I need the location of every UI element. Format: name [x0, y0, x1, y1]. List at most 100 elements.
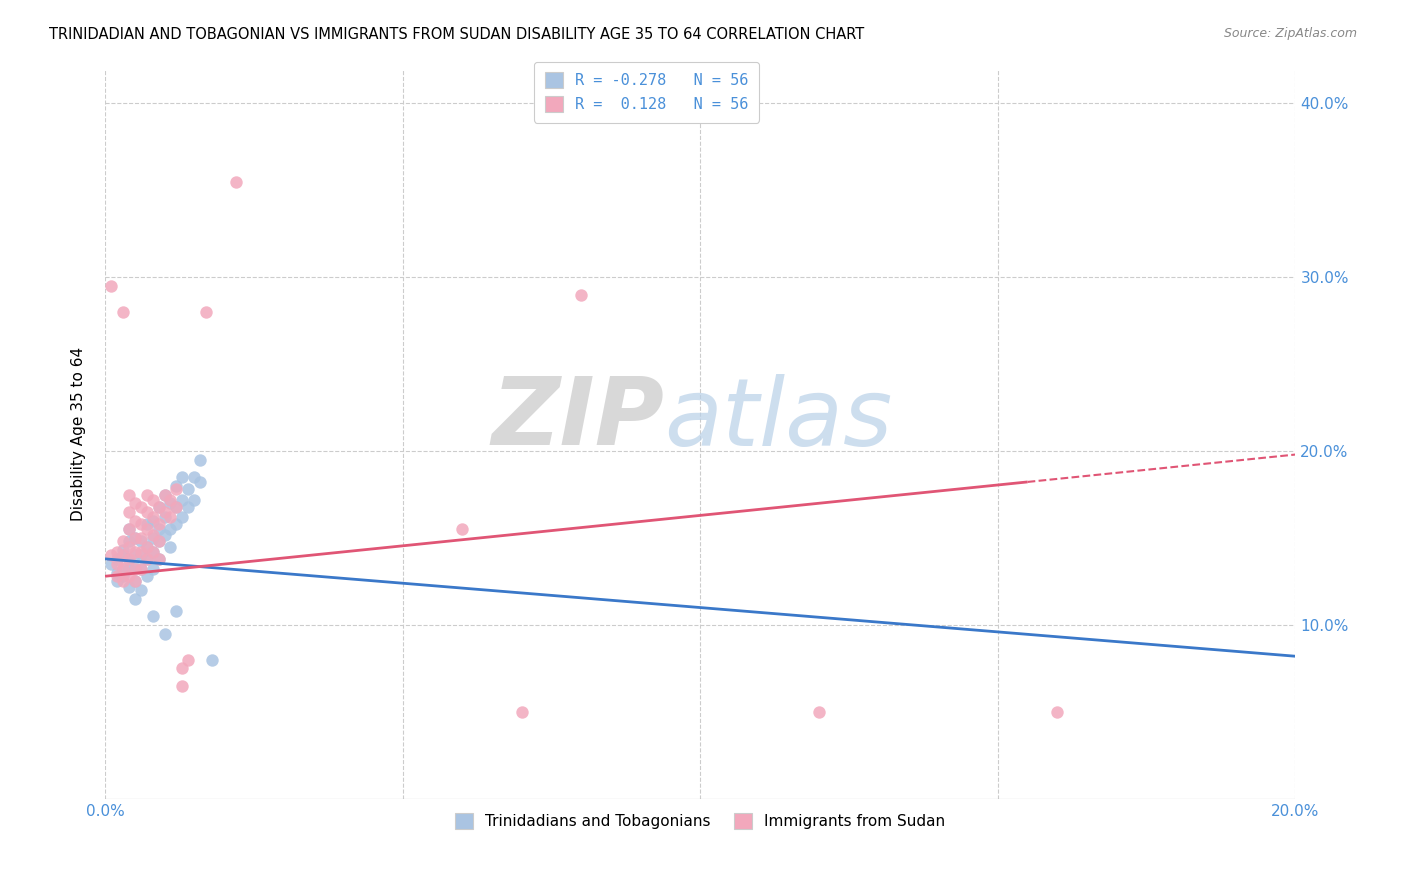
Legend: Trinidadians and Tobagonians, Immigrants from Sudan: Trinidadians and Tobagonians, Immigrants… — [449, 806, 952, 835]
Point — [569, 287, 592, 301]
Point — [135, 487, 157, 501]
Point — [159, 492, 181, 507]
Point — [148, 552, 170, 566]
Point — [105, 569, 128, 583]
Point — [183, 470, 205, 484]
Y-axis label: Disability Age 35 to 64: Disability Age 35 to 64 — [72, 347, 86, 521]
Point — [165, 483, 187, 497]
Point — [148, 500, 170, 514]
Point — [153, 626, 176, 640]
Point — [153, 505, 176, 519]
Point — [135, 540, 157, 554]
Point — [124, 514, 146, 528]
Point — [135, 522, 157, 536]
Point — [111, 549, 134, 563]
Point — [129, 562, 152, 576]
Point — [111, 574, 134, 589]
Point — [183, 492, 205, 507]
Point — [111, 569, 134, 583]
Point — [225, 175, 247, 189]
Point — [135, 552, 157, 566]
Point — [142, 545, 165, 559]
Point — [124, 591, 146, 606]
Point — [153, 527, 176, 541]
Point — [172, 661, 194, 675]
Point — [148, 552, 170, 566]
Point — [188, 452, 211, 467]
Point — [118, 540, 141, 554]
Point — [135, 505, 157, 519]
Point — [135, 540, 157, 554]
Point — [118, 580, 141, 594]
Point — [165, 604, 187, 618]
Point — [148, 500, 170, 514]
Point — [118, 505, 141, 519]
Point — [188, 475, 211, 490]
Point — [142, 562, 165, 576]
Point — [111, 534, 134, 549]
Point — [124, 531, 146, 545]
Point — [201, 653, 224, 667]
Point — [177, 653, 200, 667]
Point — [124, 574, 146, 589]
Point — [148, 534, 170, 549]
Point — [142, 545, 165, 559]
Point — [135, 569, 157, 583]
Point — [177, 483, 200, 497]
Point — [159, 540, 181, 554]
Point — [111, 562, 134, 576]
Point — [124, 496, 146, 510]
Point — [124, 549, 146, 563]
Point — [172, 492, 194, 507]
Point — [153, 487, 176, 501]
Point — [129, 517, 152, 532]
Point — [118, 534, 141, 549]
Point — [129, 531, 152, 545]
Text: ZIP: ZIP — [492, 373, 665, 465]
Point — [124, 545, 146, 559]
Point — [129, 534, 152, 549]
Point — [142, 510, 165, 524]
Point — [105, 552, 128, 566]
Point — [142, 527, 165, 541]
Point — [100, 278, 122, 293]
Point — [118, 522, 141, 536]
Point — [100, 557, 122, 571]
Point — [142, 492, 165, 507]
Point — [124, 574, 146, 589]
Point — [135, 517, 157, 532]
Point — [153, 487, 176, 501]
Point — [451, 522, 474, 536]
Point — [172, 679, 194, 693]
Point — [142, 531, 165, 545]
Point — [142, 609, 165, 624]
Point — [129, 549, 152, 563]
Point — [105, 545, 128, 559]
Text: Source: ZipAtlas.com: Source: ZipAtlas.com — [1223, 27, 1357, 40]
Point — [129, 562, 152, 576]
Point — [111, 549, 134, 563]
Point — [148, 517, 170, 532]
Point — [159, 522, 181, 536]
Point — [159, 510, 181, 524]
Point — [129, 500, 152, 514]
Text: TRINIDADIAN AND TOBAGONIAN VS IMMIGRANTS FROM SUDAN DISABILITY AGE 35 TO 64 CORR: TRINIDADIAN AND TOBAGONIAN VS IMMIGRANTS… — [49, 27, 865, 42]
Point — [177, 500, 200, 514]
Point — [118, 487, 141, 501]
Point — [172, 470, 194, 484]
Point — [118, 562, 141, 576]
Point — [148, 534, 170, 549]
Point — [135, 552, 157, 566]
Point — [124, 531, 146, 545]
Point — [118, 552, 141, 566]
Point — [142, 514, 165, 528]
Point — [1046, 705, 1069, 719]
Point — [111, 305, 134, 319]
Point — [105, 566, 128, 580]
Point — [100, 549, 122, 563]
Point — [105, 557, 128, 571]
Point — [111, 560, 134, 574]
Point — [159, 496, 181, 510]
Point — [165, 517, 187, 532]
Point — [195, 305, 218, 319]
